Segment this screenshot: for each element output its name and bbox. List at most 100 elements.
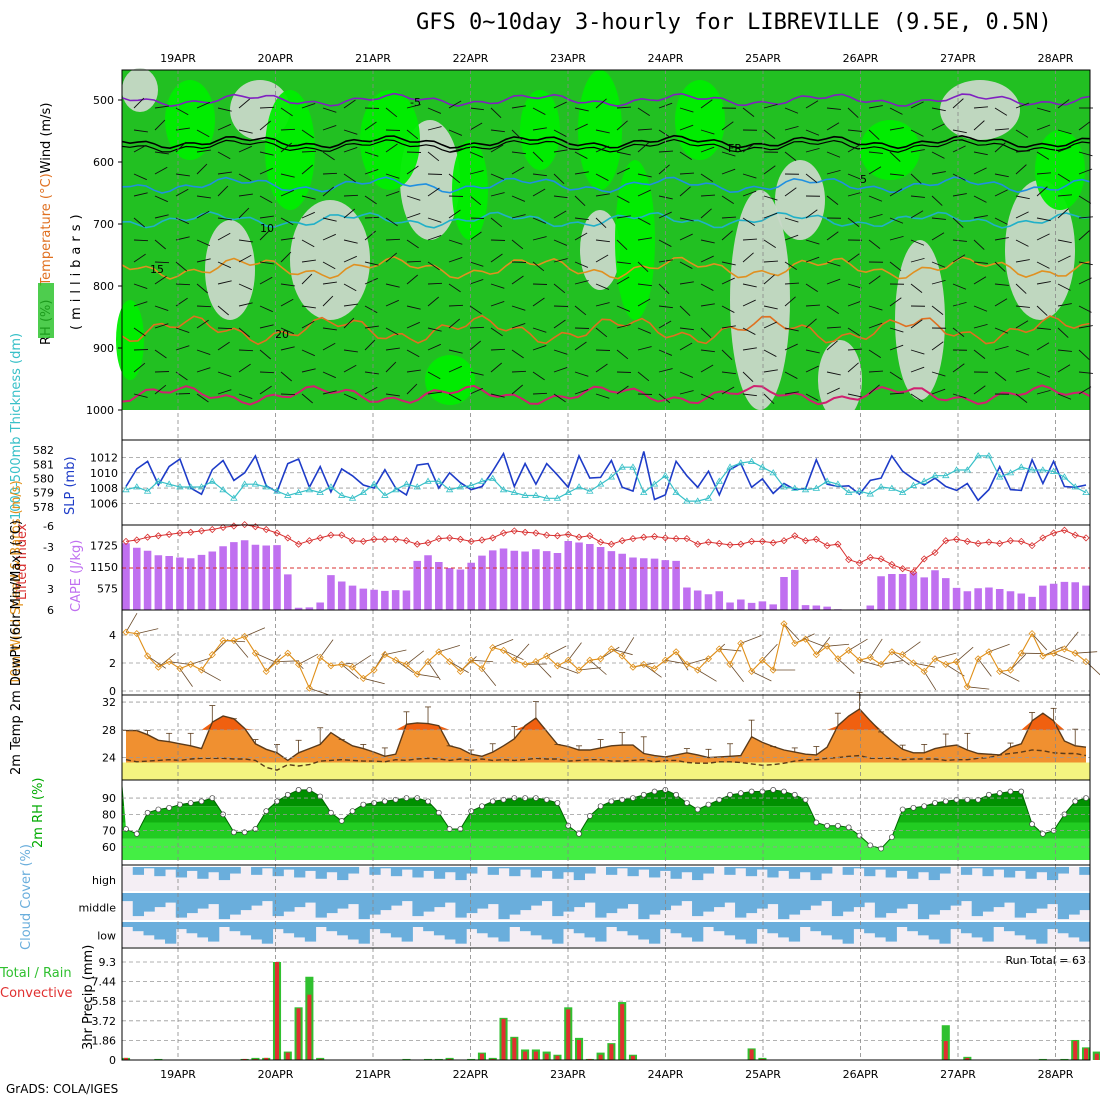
wind-barb xyxy=(637,327,652,334)
wind-barb xyxy=(637,189,651,197)
wind-barb xyxy=(490,129,505,133)
cape-bar xyxy=(445,568,454,610)
low-cloud-bar xyxy=(928,922,940,940)
mid-cloud-bar xyxy=(487,893,499,905)
thickness-point xyxy=(176,483,184,490)
wind10-point xyxy=(305,684,313,692)
wind-barb xyxy=(364,339,376,351)
wind-barb xyxy=(826,261,841,267)
cape-bar xyxy=(1006,591,1015,610)
wind10-point xyxy=(197,666,206,674)
wind-barb xyxy=(133,173,147,181)
high-cloud-bar xyxy=(960,867,973,875)
wind-barb xyxy=(154,349,167,359)
low-cloud-bar xyxy=(810,922,822,932)
wind-barb xyxy=(217,341,230,351)
wind-barb xyxy=(406,165,419,175)
low-cloud-bar xyxy=(788,922,801,942)
wind-barb xyxy=(616,349,629,360)
wind-barb xyxy=(448,239,463,245)
wind-barb xyxy=(637,128,652,131)
wind-barb xyxy=(679,305,691,317)
wind-barb xyxy=(364,261,379,266)
mid-cloud-bar xyxy=(573,893,585,908)
thickness-point xyxy=(391,486,400,493)
wind10-point xyxy=(769,666,777,674)
wind-barb xyxy=(616,239,628,251)
mid-cloud-bar xyxy=(466,893,478,914)
wind-barb xyxy=(469,279,484,285)
high-cloud-bar xyxy=(896,867,908,871)
wind-barb xyxy=(259,324,274,329)
wind-barb xyxy=(322,125,337,131)
li-point xyxy=(963,537,971,545)
wind10-barb xyxy=(233,640,249,658)
rh-point xyxy=(382,798,388,805)
wind10-barb xyxy=(977,658,992,677)
mid-cloud-bar xyxy=(649,893,661,915)
cape-label: CAPE (J/kg) xyxy=(69,540,84,612)
low-cloud-bar xyxy=(509,922,521,927)
wind-barb xyxy=(1057,303,1072,307)
mid-cloud-bar xyxy=(326,893,338,914)
wind-barb xyxy=(700,173,713,183)
thickness-point xyxy=(327,483,335,490)
cape-bar xyxy=(133,547,141,610)
wind-barb xyxy=(1036,124,1051,131)
cape-bar xyxy=(154,555,163,610)
li-point xyxy=(737,540,745,548)
wind-barb xyxy=(259,305,273,313)
wind-barb xyxy=(616,215,631,219)
wind10-point xyxy=(230,637,238,645)
wind10-point xyxy=(359,674,367,682)
rh-point xyxy=(813,819,820,826)
wind-barb xyxy=(217,305,230,316)
cape-bar xyxy=(952,587,961,610)
wind-barb xyxy=(238,129,253,134)
rh-band xyxy=(122,838,1090,860)
cape-bar xyxy=(866,605,875,610)
wind-barb xyxy=(742,252,754,263)
wind-barb xyxy=(385,283,400,288)
rh-point xyxy=(824,822,830,829)
high-cloud-bar xyxy=(562,867,575,873)
li-point xyxy=(952,535,961,543)
wind-barb xyxy=(595,173,609,181)
low-cloud-bar xyxy=(444,922,456,940)
wind-barb xyxy=(553,319,566,329)
thickness-point xyxy=(737,459,745,466)
li-point xyxy=(1006,537,1015,545)
high-cloud-bar xyxy=(261,867,274,869)
wind-barb xyxy=(805,209,818,219)
wind-barb xyxy=(511,323,526,329)
wind-barb xyxy=(238,207,250,219)
wind-barb xyxy=(847,253,860,263)
wind-barb xyxy=(952,393,967,399)
rh-point xyxy=(446,826,453,832)
wind-barb xyxy=(385,107,398,118)
wind-barb xyxy=(679,124,694,131)
high-cloud-bar xyxy=(412,867,424,878)
x-tick-label-top: 25APR xyxy=(745,52,781,65)
wind-barb xyxy=(721,386,735,395)
wind-barb xyxy=(133,253,146,263)
mid-cloud-bar xyxy=(272,893,284,917)
pressure-tick-label: 500 xyxy=(93,94,114,107)
wind-barb xyxy=(721,277,735,285)
wind-barb xyxy=(784,296,796,307)
wind-barb xyxy=(280,298,294,307)
wind10-point xyxy=(1028,630,1036,638)
x-tick-label-bottom: 25APR xyxy=(745,1068,781,1081)
wind-barb xyxy=(133,239,149,242)
wind-barb xyxy=(847,191,862,197)
low-cloud-bar xyxy=(584,922,596,938)
precip-convective-bar xyxy=(609,1044,614,1060)
wind-barb xyxy=(1015,195,1030,200)
temperature-label: 2m Temp 2m DewPt (6hr Min/Max) (°C) xyxy=(9,520,24,775)
mid-cloud-bar xyxy=(294,893,306,908)
precip-convective-bar xyxy=(533,1051,538,1060)
mid-cloud-bar xyxy=(831,893,844,917)
cape-bar xyxy=(294,607,303,610)
wind-barb xyxy=(910,283,923,293)
cape-bar xyxy=(639,558,648,610)
